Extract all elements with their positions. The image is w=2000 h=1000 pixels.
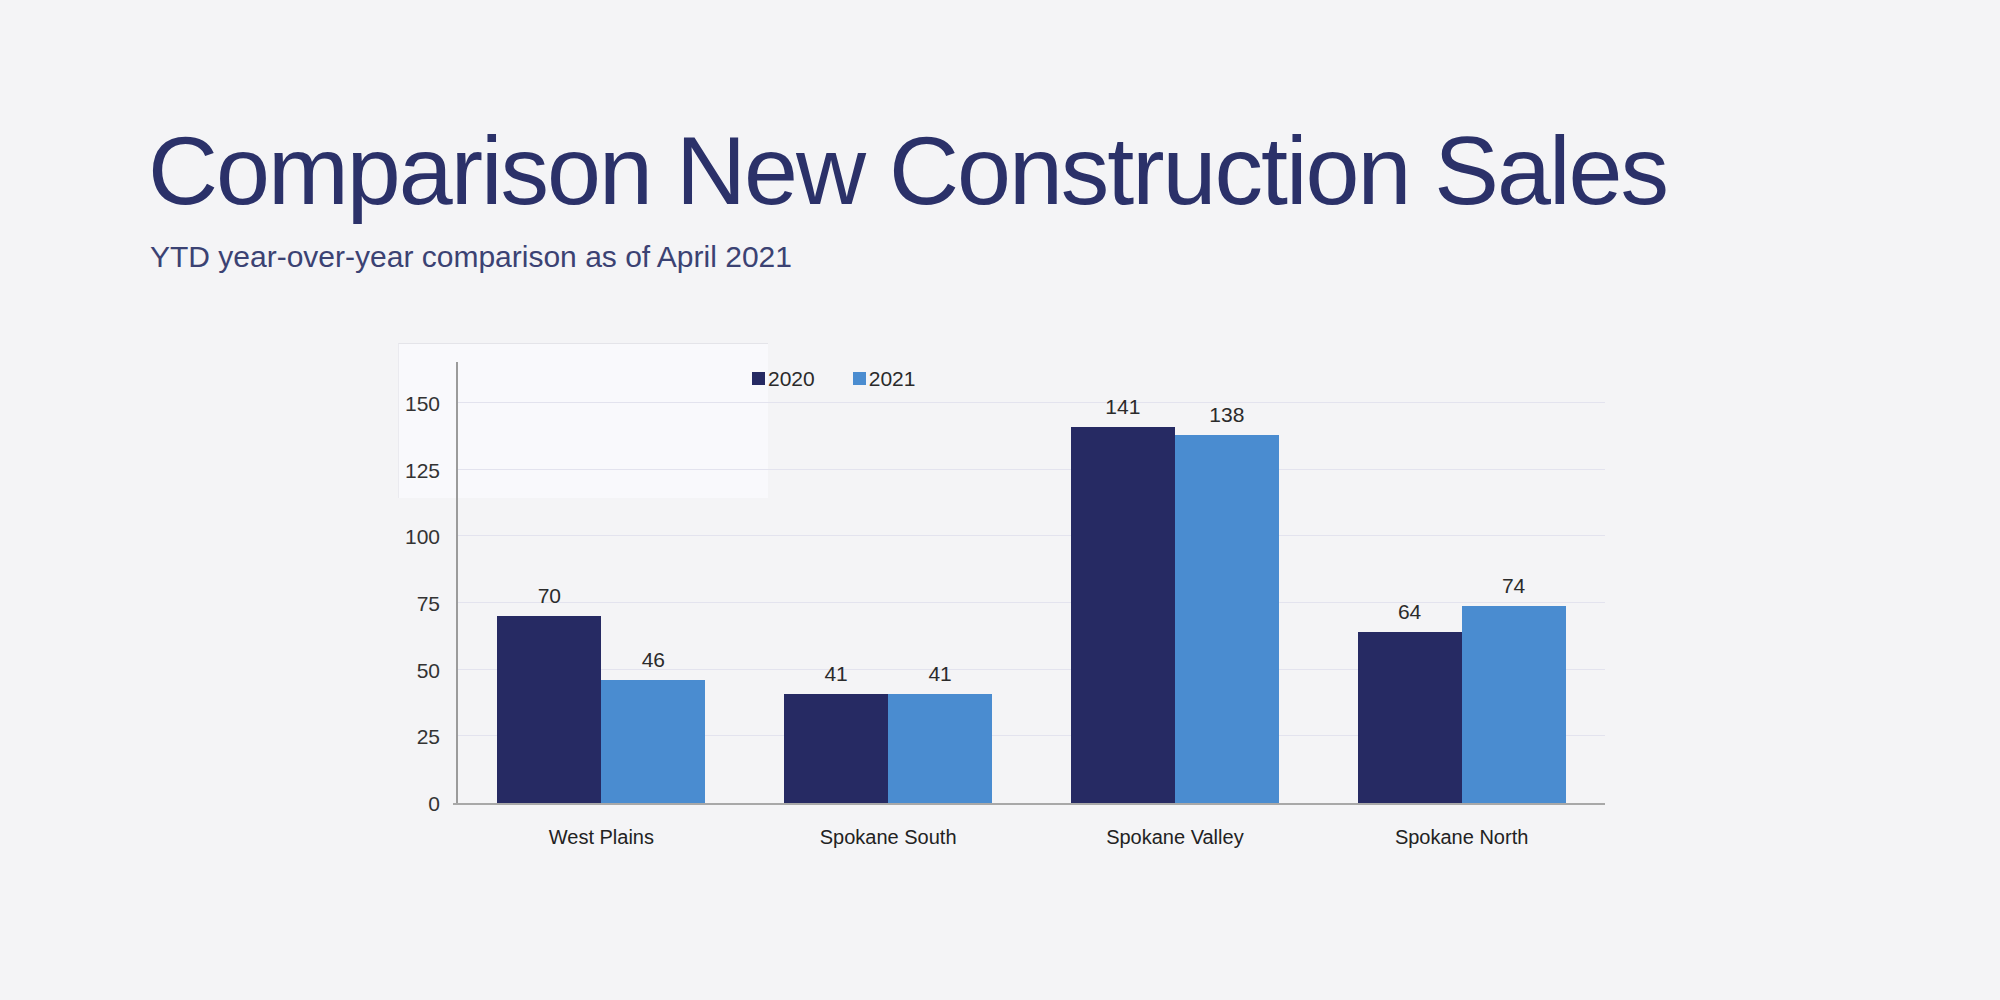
x-axis-label-spokane-valley: Spokane Valley bbox=[1035, 825, 1315, 849]
x-axis-label-spokane-south: Spokane South bbox=[748, 825, 1028, 849]
plot-area: 20202021 02550751001251507046West Plains… bbox=[458, 362, 1605, 803]
x-axis-label-spokane-north: Spokane North bbox=[1322, 825, 1602, 849]
legend-label-2020: 2020 bbox=[768, 368, 815, 389]
bar-2021-spokane-north bbox=[1462, 606, 1566, 803]
legend-item-2020: 2020 bbox=[752, 368, 815, 389]
y-axis-line bbox=[456, 362, 458, 805]
bar-value-label-2021-spokane-valley: 138 bbox=[1175, 404, 1279, 425]
x-axis-label-west-plains: West Plains bbox=[461, 825, 741, 849]
legend-item-2021: 2021 bbox=[853, 368, 916, 389]
y-tick-label-150: 150 bbox=[370, 393, 440, 414]
bar-2020-spokane-valley bbox=[1071, 427, 1175, 803]
slide-canvas: Comparison New Construction Sales YTD ye… bbox=[0, 0, 2000, 1000]
bar-2021-spokane-valley bbox=[1175, 435, 1279, 803]
y-tick-label-100: 100 bbox=[370, 526, 440, 547]
y-tick-label-50: 50 bbox=[370, 659, 440, 680]
bar-2020-west-plains bbox=[497, 616, 601, 803]
x-axis-baseline bbox=[453, 803, 1605, 805]
y-tick-label-0: 0 bbox=[370, 793, 440, 814]
bar-value-label-2021-spokane-south: 41 bbox=[888, 663, 992, 684]
bar-2020-spokane-south bbox=[784, 694, 888, 803]
gridline-y-125 bbox=[458, 469, 1605, 470]
y-tick-label-75: 75 bbox=[370, 593, 440, 614]
bar-2021-west-plains bbox=[601, 680, 705, 803]
slide-subtitle: YTD year-over-year comparison as of Apri… bbox=[150, 240, 792, 274]
bar-value-label-2020-spokane-valley: 141 bbox=[1071, 396, 1175, 417]
bar-value-label-2020-west-plains: 70 bbox=[497, 585, 601, 606]
gridline-y-150 bbox=[458, 402, 1605, 403]
y-tick-label-25: 25 bbox=[370, 726, 440, 747]
bar-2021-spokane-south bbox=[888, 694, 992, 803]
bar-value-label-2020-spokane-north: 64 bbox=[1358, 601, 1462, 622]
legend-label-2021: 2021 bbox=[869, 368, 916, 389]
legend-swatch-2020 bbox=[752, 372, 765, 385]
slide-title: Comparison New Construction Sales bbox=[148, 118, 1667, 225]
bar-2020-spokane-north bbox=[1358, 632, 1462, 803]
chart-legend: 2020 2021 bbox=[752, 368, 915, 389]
legend-swatch-2021 bbox=[853, 372, 866, 385]
bar-value-label-2020-spokane-south: 41 bbox=[784, 663, 888, 684]
gridline-y-100 bbox=[458, 535, 1605, 536]
bar-value-label-2021-west-plains: 46 bbox=[601, 649, 705, 670]
bar-value-label-2021-spokane-north: 74 bbox=[1462, 575, 1566, 596]
y-tick-label-125: 125 bbox=[370, 459, 440, 480]
